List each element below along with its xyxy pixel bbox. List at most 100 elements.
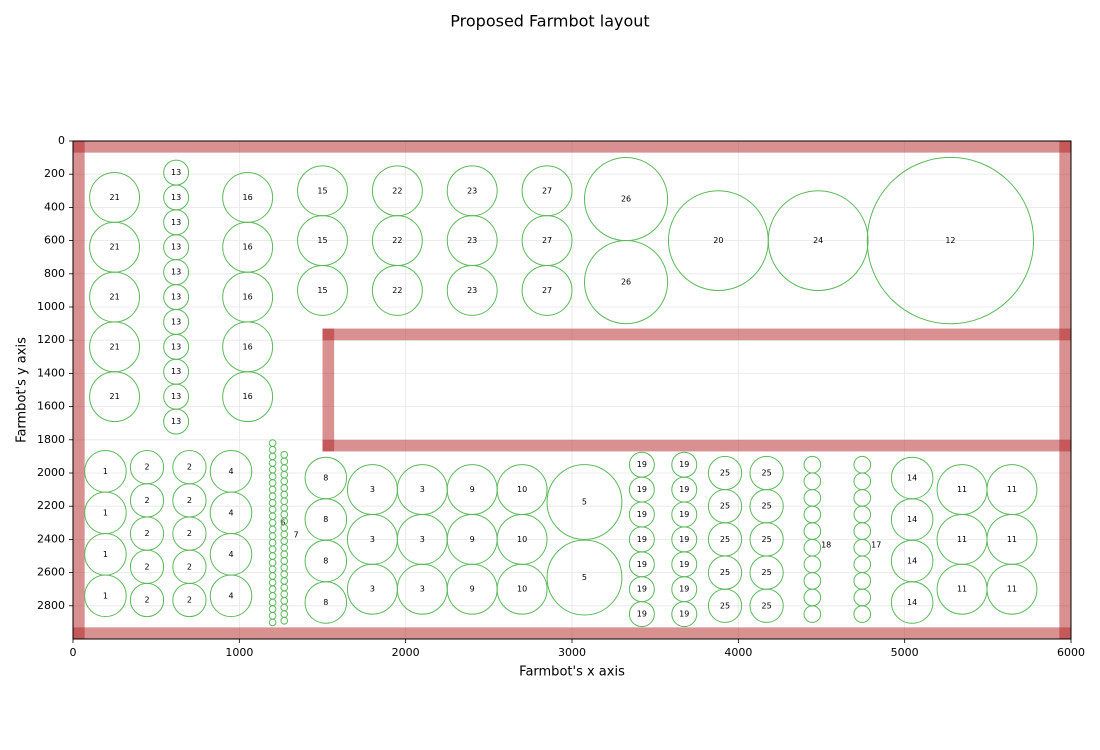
plant-label: 11 [1007, 485, 1017, 494]
chart-title: Proposed Farmbot layout [450, 12, 649, 31]
plant-label: 27 [542, 186, 552, 195]
plant-label: 13 [171, 417, 181, 426]
y-tick-label: 200 [44, 167, 65, 180]
plant [268, 439, 277, 447]
y-tick-label: 2000 [37, 466, 65, 479]
plant [803, 505, 822, 524]
plant [853, 472, 872, 491]
plant-label: 25 [720, 601, 730, 610]
plant-label: 21 [109, 392, 119, 401]
plant [268, 479, 277, 487]
plant [803, 572, 822, 590]
plot-frame [72, 140, 1072, 640]
plant-label: 24 [813, 236, 823, 245]
wall [1059, 141, 1071, 639]
plant-label: 2 [144, 562, 149, 571]
plant [583, 240, 669, 325]
plant-label: 16 [243, 193, 253, 202]
plant [280, 563, 289, 572]
plant [280, 464, 289, 472]
plant [280, 577, 289, 585]
plant [803, 538, 822, 557]
plant-label: 11 [957, 485, 967, 494]
plant-label: 2 [144, 496, 149, 505]
plant [628, 601, 655, 628]
plant [280, 530, 289, 539]
plant [546, 464, 623, 540]
plant [209, 574, 253, 618]
plant-label: 13 [171, 168, 181, 177]
plant-label: 11 [1007, 535, 1017, 544]
wall [322, 328, 335, 452]
plant [268, 565, 277, 574]
plant-label: 23 [467, 186, 477, 195]
plant [280, 510, 289, 519]
plant-label: 2 [187, 595, 192, 604]
plant-label: 25 [720, 469, 730, 478]
x-tick-label: 3000 [558, 646, 586, 659]
plant [853, 489, 872, 507]
plant-label: 27 [542, 236, 552, 245]
y-tick-label: 800 [44, 267, 65, 280]
y-tick-label: 2600 [37, 566, 65, 579]
plant-label: 19 [637, 560, 647, 569]
plant-label: 16 [243, 293, 253, 302]
plant [268, 512, 277, 520]
plant-label: 19 [679, 460, 689, 469]
y-tick-label: 1400 [37, 366, 65, 379]
plant-label: 13 [171, 243, 181, 252]
plant-label: 22 [392, 186, 402, 195]
plant [280, 457, 289, 466]
plant [268, 525, 277, 534]
plant-label: 3 [370, 485, 375, 494]
plant-label: 22 [392, 236, 402, 245]
plant-label: 25 [720, 568, 730, 577]
plant [803, 472, 822, 491]
plant-label: 2 [144, 595, 149, 604]
plant [172, 582, 207, 618]
plant-label: 25 [762, 469, 772, 478]
plant [280, 616, 289, 625]
plant [222, 371, 274, 423]
plant [268, 518, 277, 527]
plant [280, 537, 289, 545]
plant-label: 16 [243, 342, 253, 351]
plant [280, 557, 289, 565]
plant [280, 484, 289, 492]
plant-label: 11 [957, 585, 967, 594]
plant [749, 588, 784, 623]
x-tick-label: 5000 [891, 646, 919, 659]
plant [767, 190, 869, 292]
plant [297, 264, 348, 316]
plant [853, 505, 872, 524]
wall [73, 141, 1071, 153]
plant [268, 532, 277, 540]
plant [268, 545, 277, 554]
x-tick-label: 1000 [225, 646, 253, 659]
plant [446, 264, 498, 316]
plant [280, 583, 289, 592]
plant-label: 3 [370, 535, 375, 544]
plant-label: 7 [294, 530, 299, 539]
plant [671, 601, 698, 628]
plant [268, 459, 277, 467]
y-tick-label: 2400 [37, 532, 65, 545]
plant-label: 12 [945, 236, 955, 245]
y-tick-label: 1600 [37, 400, 65, 413]
wall [322, 328, 1071, 341]
plant [853, 555, 872, 574]
plant [803, 522, 822, 540]
plant-label: 21 [109, 193, 119, 202]
plant [268, 585, 277, 594]
plant [853, 455, 872, 474]
plant-label: 14 [907, 556, 917, 565]
plant-label: 8 [323, 473, 328, 482]
plant-label: 5 [582, 498, 587, 507]
plant [803, 588, 822, 607]
plant-label: 21 [109, 243, 119, 252]
plant-label: 2 [144, 463, 149, 472]
plant-label: 27 [542, 286, 552, 295]
plant [803, 489, 822, 507]
plant [890, 581, 934, 624]
